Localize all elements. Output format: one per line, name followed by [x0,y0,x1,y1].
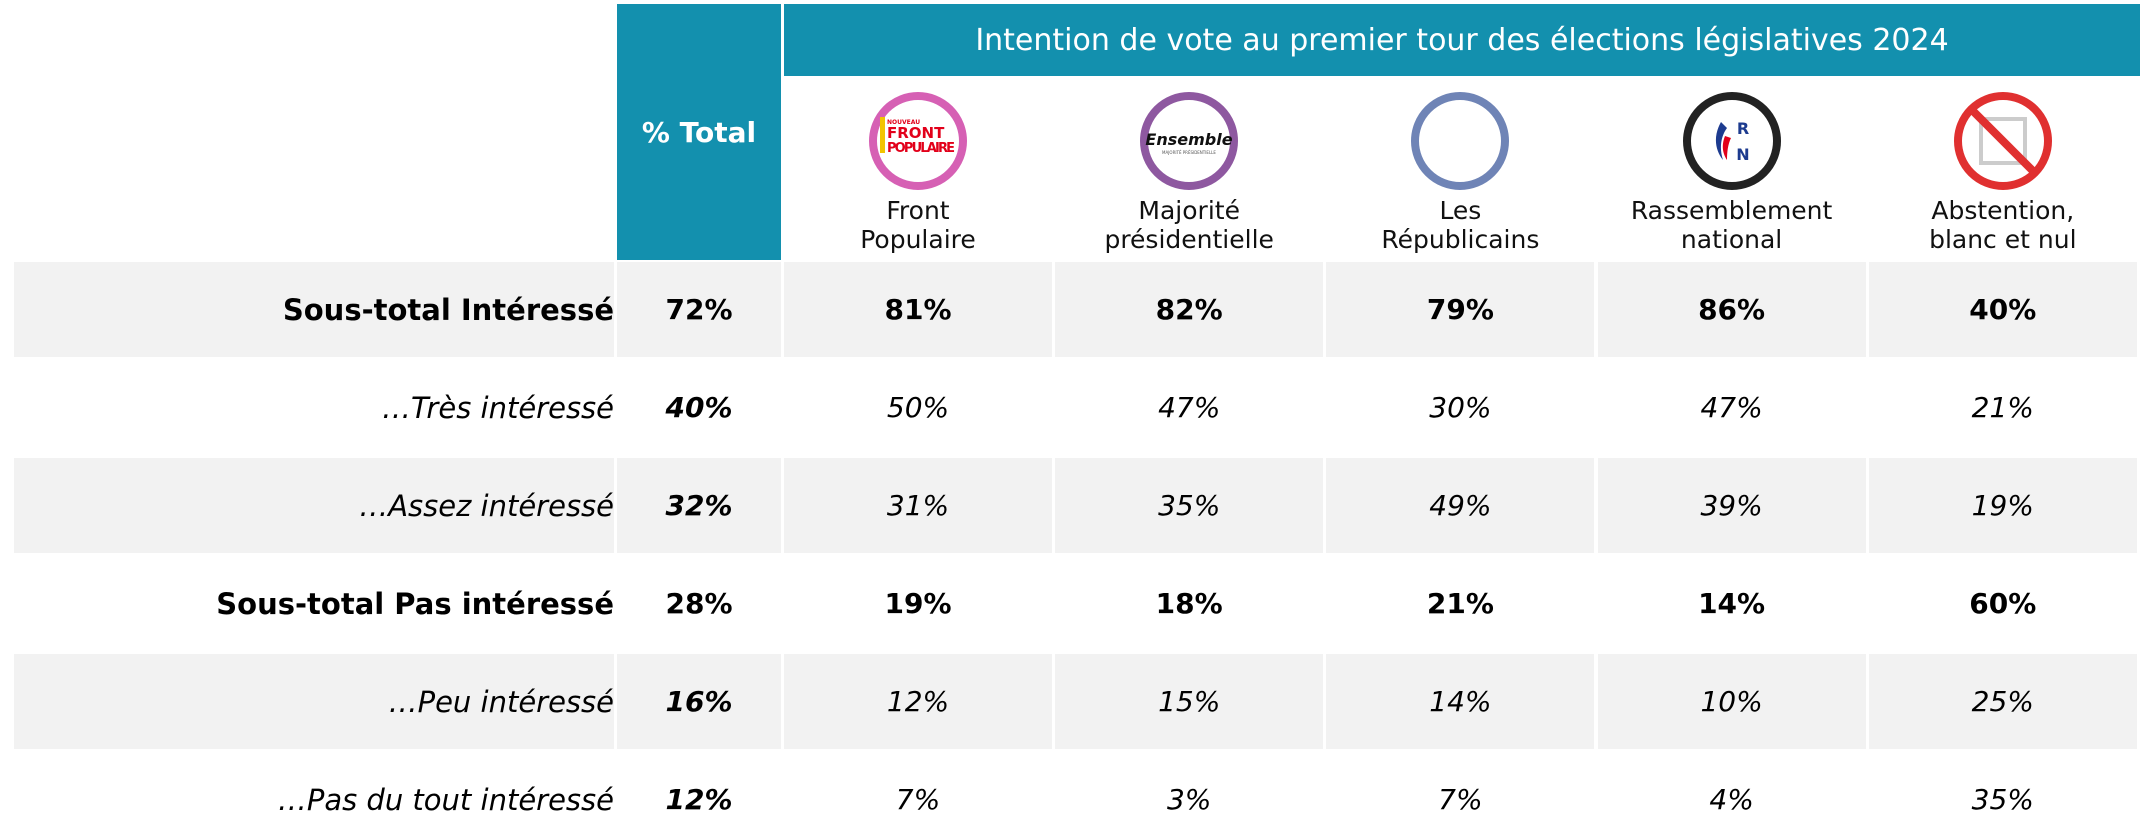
row-label: Sous-total Pas intéressé [216,586,614,621]
column-name: Majorité présidentielle [1104,196,1274,254]
logo-stripe [880,117,885,153]
column-name: Front Populaire [860,196,976,254]
table-cell: 7% [895,783,941,816]
table-cell: 47% [1158,391,1221,424]
table-cell: 19% [884,587,952,620]
logo-ring [869,92,967,190]
table-cell: 79% [1326,262,1595,357]
table-cell: 47% [1700,391,1763,424]
table-cell: 35% [1971,783,2034,816]
logo-text: POPULAIRE [887,141,955,156]
party-logo: RN [1682,92,1781,190]
logo-ring [1140,92,1239,190]
table-cell: 40% [1868,262,2137,357]
logo-text: N [1736,145,1749,164]
logo-text: Ensemble [1146,130,1233,149]
logo-ring [1411,92,1510,190]
logo-text: FRONT [887,124,945,142]
column-name: Rassemblement national [1630,196,1833,254]
table-cell: 31% [784,458,1052,553]
table-cell: 72% [617,262,781,357]
table-cell: 19% [1868,458,2137,553]
logo-square [1978,117,2027,165]
table-cell: 28% [665,587,733,620]
table-cell: 82% [1055,262,1324,357]
table-cell: 81% [784,262,1052,357]
table-cell: 60% [1969,587,2037,620]
table-cell: 3% [1166,783,1212,816]
table-cell: 40% [665,391,733,424]
table-cell: 4% [1709,783,1754,816]
table-cell: 35% [1055,458,1324,553]
party-logo [1953,92,2052,190]
table-cell: 14% [1698,587,1766,620]
column-name: Les Républicains [1381,196,1540,254]
table-cell: 86% [1597,262,1866,357]
table-cell: 12% [784,654,1052,749]
row-label: …Pas du tout intéressé [277,782,614,817]
logo-text: R [1736,119,1748,138]
table-cell: 39% [1597,458,1866,553]
party-logo [1411,92,1510,190]
logo-flame [1722,136,1731,160]
total-header: % Total [617,4,781,260]
header-title: Intention de vote au premier tour des él… [784,4,2140,76]
logo-text: NOUVEAU [887,119,920,126]
table-cell: 49% [1326,458,1595,553]
column-name: Abstention, blanc et nul [1929,196,2077,254]
table-cell: 21% [1426,587,1494,620]
table-cell: 30% [1429,391,1492,424]
table-cell: 16% [617,654,781,749]
table-cell: 18% [1155,587,1223,620]
table-cell: 7% [1438,783,1483,816]
logo-slash [1968,107,2037,175]
table-cell: 10% [1597,654,1866,749]
table-cell: 21% [1971,391,2034,424]
table-cell: 12% [665,783,733,816]
row-label: …Très intéressé [381,390,614,425]
table-cell: 25% [1868,654,2137,749]
row-label: …Peu intéressé [14,654,614,749]
logo-text: MAJORITÉ PRÉSIDENTIELLE [1162,150,1216,155]
table-cell: 50% [886,391,950,424]
row-label: …Assez intéressé [14,458,614,553]
logo-flame [1715,122,1727,160]
table-cell: 15% [1055,654,1324,749]
table-cell: 32% [617,458,781,553]
table-cell: 14% [1326,654,1595,749]
row-label: Sous-total Intéressé [14,262,614,357]
logo-ring [1682,92,1781,190]
